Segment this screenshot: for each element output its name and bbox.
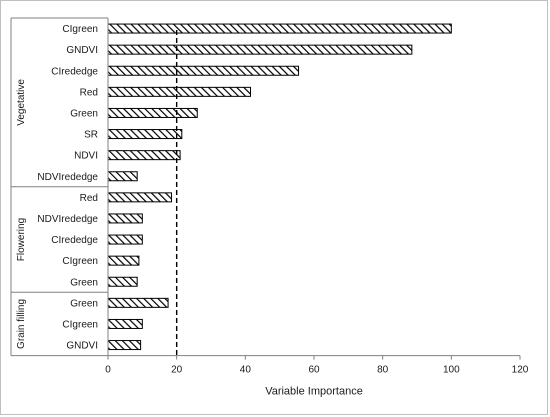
bar xyxy=(107,234,143,245)
bar xyxy=(107,44,413,55)
bar xyxy=(107,23,452,34)
x-axis-title: Variable Importance xyxy=(265,386,363,398)
category-label: CIgreen xyxy=(62,256,98,267)
category-label: CIrededge xyxy=(51,66,98,77)
x-tick-label: 100 xyxy=(443,365,460,376)
bar xyxy=(107,255,140,266)
category-label: Green xyxy=(70,298,98,309)
bar xyxy=(107,192,173,203)
bar xyxy=(107,213,143,224)
group-label: Vegetative xyxy=(16,79,27,126)
x-tick-label: 80 xyxy=(377,365,389,376)
bar xyxy=(107,129,183,140)
category-label: NDVIrededge xyxy=(37,172,98,183)
category-label: Red xyxy=(80,87,98,98)
category-label: CIrededge xyxy=(51,235,98,246)
bar xyxy=(107,107,198,118)
category-label: Red xyxy=(80,193,98,204)
category-label: CIgreen xyxy=(62,24,98,35)
category-label: GNDVI xyxy=(66,45,98,56)
x-tick-label: 20 xyxy=(171,365,183,376)
bar xyxy=(107,86,251,97)
bar xyxy=(107,276,138,287)
bar xyxy=(107,340,142,351)
category-label: NDVI xyxy=(74,151,98,162)
bar xyxy=(107,297,169,308)
category-label: CIgreen xyxy=(62,319,98,330)
group-layer: Vegetative Flowering Grain filling xyxy=(10,17,108,357)
category-label: GNDVI xyxy=(66,341,98,352)
group-label: Grain filling xyxy=(16,299,27,349)
category-label: Green xyxy=(70,277,98,288)
bar xyxy=(107,150,181,161)
x-tick-label: 60 xyxy=(308,365,320,376)
bar xyxy=(107,318,143,329)
x-tick-label: 120 xyxy=(512,365,529,376)
x-axis: 0 20 40 60 80 100 120 xyxy=(105,18,529,376)
bar xyxy=(107,65,300,76)
bar-layer: CIgreen GNDVI CIrededge Red Green SR NDVI NDVIr… xyxy=(37,23,452,352)
category-label: NDVIrededge xyxy=(37,214,98,225)
bar xyxy=(107,171,138,182)
category-label: Green xyxy=(70,108,98,119)
x-tick-label: 0 xyxy=(105,365,111,376)
group-label: Flowering xyxy=(16,218,27,261)
x-tick-label: 40 xyxy=(240,365,252,376)
category-label: SR xyxy=(84,130,98,141)
